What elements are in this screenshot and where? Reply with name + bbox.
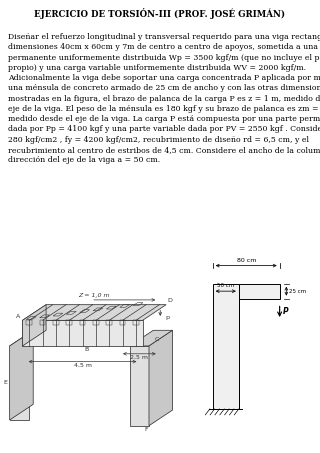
- Polygon shape: [10, 346, 29, 420]
- Text: 50 cm: 50 cm: [217, 283, 234, 288]
- Text: p: p: [165, 315, 169, 320]
- Polygon shape: [10, 330, 52, 346]
- Text: A: A: [16, 314, 20, 319]
- Bar: [26, 320, 32, 325]
- Polygon shape: [130, 330, 172, 346]
- Bar: [93, 320, 99, 325]
- Bar: [67, 320, 72, 325]
- Text: 4,5 m: 4,5 m: [74, 363, 92, 368]
- Text: C: C: [154, 337, 159, 342]
- Text: P: P: [283, 307, 288, 316]
- Text: 2,5 m: 2,5 m: [130, 355, 148, 360]
- Polygon shape: [22, 320, 143, 346]
- Text: B: B: [84, 347, 88, 352]
- Bar: [133, 320, 139, 325]
- Text: F: F: [145, 427, 148, 432]
- Polygon shape: [10, 330, 33, 420]
- Text: E: E: [3, 381, 7, 386]
- Text: D: D: [167, 298, 172, 303]
- Polygon shape: [22, 305, 166, 320]
- Text: 25 cm: 25 cm: [289, 289, 307, 294]
- Bar: [80, 320, 85, 325]
- Bar: [40, 320, 45, 325]
- Bar: [53, 320, 59, 325]
- Polygon shape: [149, 330, 172, 426]
- Text: EJERCICIO DE TORSIÓN-III (PROF. JOSÉ GRIMÁN): EJERCICIO DE TORSIÓN-III (PROF. JOSÉ GRI…: [35, 8, 285, 19]
- Text: 80 cm: 80 cm: [236, 258, 256, 263]
- Bar: [239, 284, 280, 299]
- Text: Z = 1,0 m: Z = 1,0 m: [78, 293, 110, 298]
- Polygon shape: [22, 305, 46, 346]
- Bar: [213, 284, 239, 409]
- Polygon shape: [130, 346, 149, 426]
- Text: Diseñar el refuerzo longitudinal y transversal requerido para una viga rectangul: Diseñar el refuerzo longitudinal y trans…: [8, 33, 320, 164]
- Bar: [120, 320, 125, 325]
- Bar: [107, 320, 112, 325]
